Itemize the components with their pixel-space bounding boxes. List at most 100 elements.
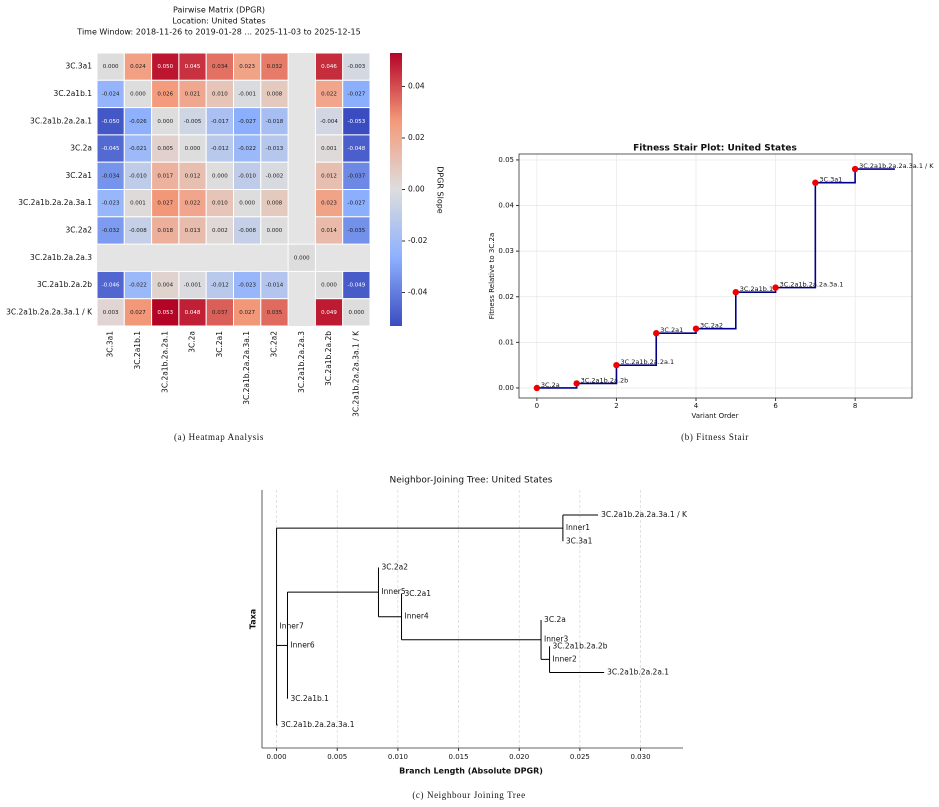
cell-label: 0.008 [267,91,283,97]
row-label: 3C.2a1 [65,171,92,180]
cell-label: 0.032 [267,64,283,70]
cell-label: -0.026 [129,119,147,125]
heatmap-cell [96,270,125,300]
heatmap-cell [205,79,234,109]
leaf-label: 3C.2a1b.2a.2b [553,641,608,650]
cell-label: -0.032 [102,228,120,234]
heatmap-cell [151,134,180,163]
heatmap-cell [151,189,180,218]
inner-node-label: Inner1 [566,523,590,532]
cell-label: -0.027 [347,91,365,97]
cell-label: 0.001 [130,201,146,207]
inner-node-label: Inner4 [405,612,429,621]
leaf-label: 3C.2a1b.1 [290,694,329,703]
cell-label: 0.000 [348,310,364,316]
heatmap-cell [151,52,180,81]
cell-label: -0.012 [211,146,229,152]
leaf-label: 3C.2a [544,615,566,624]
heatmap-cell [96,216,125,245]
heatmap-cell [233,107,262,136]
cell-label: 0.022 [185,201,201,207]
colorbar-label: DPGR Slope [436,166,445,214]
cell-label: 0.049 [321,310,337,316]
colorbar [390,53,402,326]
cell-label: 0.000 [239,201,255,207]
cell-label: -0.021 [129,146,147,152]
row-label: 3C.2a1b.2a.2a.3 [30,253,92,262]
x-tick-label: 0.020 [509,753,529,761]
colorbar-tick-label: 0.00 [408,185,425,194]
cell-label: 0.000 [294,255,310,261]
heatmap-cell [314,161,344,190]
cell-label: -0.023 [102,201,120,207]
cell-label: 0.027 [130,310,146,316]
cell-label: -0.027 [347,201,365,207]
x-tick-label: 0.030 [631,753,651,761]
heatmap-cell [342,161,371,190]
cell-label: 0.027 [239,310,255,316]
cell-label: -0.013 [266,146,284,152]
heatmap-cell [260,216,289,245]
cell-label: 0.010 [212,91,228,97]
heatmap-cell [96,52,125,81]
leaf-label: 3C.3a1 [566,536,593,545]
cell-label: -0.035 [347,228,365,234]
heatmap-cell [233,79,262,109]
cell-label: 0.046 [321,64,337,70]
row-label: 3C.2a1b.2a.2a.3a.1 [18,198,92,207]
heatmap-cell [233,216,262,245]
row-label: 3C.2a2 [65,225,92,234]
stair-title: Fitness Stair Plot: United States [633,144,797,154]
heatmap-cell [205,298,234,327]
point [573,380,580,387]
point [732,288,739,296]
y-tick-label: 0.01 [498,338,514,346]
cell-label: -0.022 [129,283,147,289]
y-tick-label: 0.02 [498,293,514,301]
point-label: 3C.2a1 [660,326,683,334]
point-label: 3C.2a [541,381,560,389]
column-label: 3C.3a1 [106,331,115,358]
heatmap-cell [342,79,371,109]
column-label: 3C.2a2 [269,331,278,358]
heatmap-cell [151,216,180,245]
point [772,284,779,291]
heatmap-cell [314,79,344,109]
heatmap-cell [151,107,180,136]
cell-label: -0.027 [238,119,256,125]
point-label: 3C.3a1 [819,176,842,184]
heatmap-cell [123,52,153,81]
heatmap-cell [178,216,207,245]
heatmap-cell [233,298,262,327]
heatmap-cell [342,189,371,218]
caption: (b) Fitness Stair [681,432,749,442]
heatmap-cell [342,270,371,300]
heatmap-subtitle: Location: United States [172,17,265,26]
inner-node-label: Inner2 [553,654,577,663]
leaf-label: 3C.2a1b.2a.2a.3a.1 / K [601,510,688,519]
cell-label: 0.010 [212,201,228,207]
cell-label: -0.010 [238,173,256,179]
cell-label: -0.014 [266,283,284,289]
inner-node-label: Inner3 [544,635,568,644]
cell-label: -0.050 [102,119,120,125]
cell-label: -0.018 [266,119,284,125]
cell-label: -0.012 [211,283,229,289]
heatmap-subtitle: Time Window: 2018-11-26 to 2019-01-28 ..… [76,28,360,37]
y-axis-label: Taxa [249,609,258,629]
column-label: 3C.2a [188,331,197,353]
heatmap-cell [205,161,234,190]
heatmap-cell [205,107,234,136]
heatmap-cell [314,270,344,300]
point-label: 3C.2a1b.2a.2a.3a.1 / K [859,162,934,170]
point-label: 3C.2a1b.2a.2a.3a.1 [780,281,844,289]
heatmap-title: Pairwise Matrix (DPGR) [173,6,265,15]
heatmap-cell [178,79,207,109]
step-segment [815,169,856,184]
inner-node-label: Inner7 [280,622,304,631]
cell-label: -0.037 [347,173,365,179]
column-label: 3C.2a1b.2a.2a.3a.1 / K [351,330,360,417]
cell-label: 0.022 [321,91,337,97]
leaf-label: 3C.2a1 [405,589,432,598]
